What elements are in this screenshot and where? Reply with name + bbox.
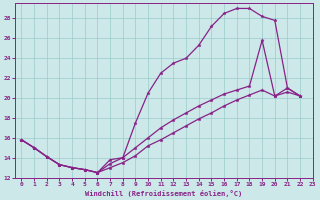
X-axis label: Windchill (Refroidissement éolien,°C): Windchill (Refroidissement éolien,°C)	[85, 190, 243, 197]
